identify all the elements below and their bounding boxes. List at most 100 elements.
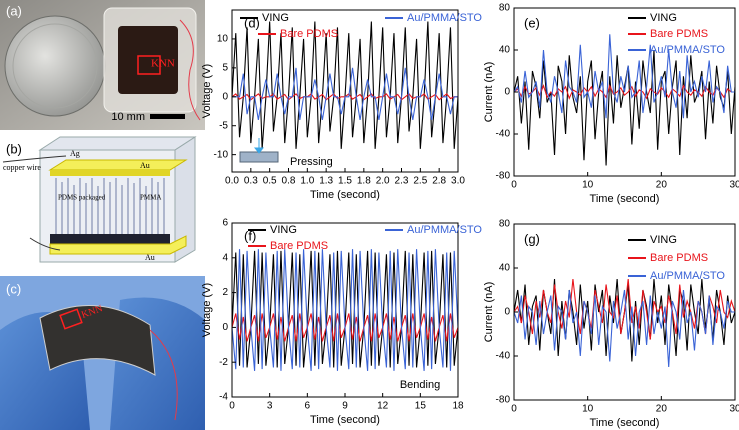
y-tick-label: -4 — [219, 392, 228, 403]
bent-device — [39, 305, 156, 376]
y-tick-label: 80 — [499, 219, 511, 230]
y-tick-label: 10 — [217, 34, 229, 45]
y-tick-label: 6 — [222, 218, 228, 229]
legend-label: VING — [650, 12, 677, 24]
series-line — [232, 67, 458, 121]
x-tick-label: 30 — [729, 404, 739, 415]
x-tick-label: 1.3 — [319, 176, 333, 187]
x-tick-label: 20 — [656, 180, 668, 191]
x-tick-label: 3.0 — [451, 176, 465, 187]
y-tick-label: 5 — [222, 62, 228, 73]
x-tick-label: 2.0 — [376, 176, 390, 187]
y-tick-label: 0 — [222, 91, 228, 102]
y-tick-label: 0 — [222, 322, 228, 333]
y-tick-label: 40 — [499, 45, 511, 56]
photo-a: KNN 10 mm (a) — [0, 0, 205, 130]
wire — [179, 19, 201, 121]
scale-bar — [150, 114, 185, 119]
wire-label: copper wire — [3, 163, 41, 172]
legend-label: Au/PMMA/STO — [407, 12, 482, 24]
legend-label: Bare PDMS — [650, 252, 708, 264]
pillar-label: PMMA — [140, 194, 161, 202]
y-axis-title: Current (nA) — [483, 282, 495, 343]
sample-box — [137, 55, 161, 75]
panel-label: (f) — [244, 228, 256, 243]
x-tick-label: 6 — [305, 401, 311, 412]
pillars — [55, 178, 165, 236]
x-tick-label: 0.0 — [225, 176, 239, 187]
annotation: Pressing — [290, 156, 333, 168]
y-tick-label: -40 — [496, 129, 511, 140]
legend-label: VING — [262, 12, 289, 24]
sample-box — [59, 308, 83, 330]
y-tick-label: -80 — [496, 171, 511, 182]
panel-label: (d) — [244, 15, 260, 30]
chart: 0 10 20 30 -80 -40 0 40 80 Time (second) Current (… — [483, 3, 739, 205]
electrode — [118, 26, 178, 94]
x-tick-label: 10 — [582, 180, 594, 191]
x-tick-label: 2.8 — [432, 176, 446, 187]
sample-label: KNN — [151, 58, 175, 70]
x-tick-label: 2.3 — [395, 176, 409, 187]
package-label: PDMS packaged — [58, 194, 106, 202]
y-tick-label: 2 — [222, 287, 228, 298]
y-tick-label: -80 — [496, 395, 511, 406]
plot-area — [232, 223, 458, 397]
x-tick-label: 0.3 — [244, 176, 258, 187]
y-tick-label: -2 — [219, 357, 228, 368]
coin-rim — [12, 23, 98, 109]
x-axis-title: Time (second) — [310, 414, 380, 426]
y-tick-label: -10 — [214, 149, 229, 160]
series-line — [514, 289, 735, 368]
top-plate — [48, 159, 188, 171]
press-arrow — [253, 138, 265, 154]
legend-label: VING — [270, 224, 297, 236]
panel-label: (b) — [6, 141, 22, 156]
charts: 0.0 0.3 0.5 0.8 1.0 1.3 1.5 1.8 2.0 2.3 2.5 2.8 3.0 -… — [201, 3, 739, 429]
wire — [2, 155, 67, 163]
box-side — [174, 136, 196, 263]
legend-label: Bare PDMS — [270, 240, 328, 252]
x-tick-label: 10 — [582, 404, 594, 415]
x-tick-label: 3 — [267, 401, 273, 412]
x-tick-label: 12 — [377, 401, 389, 412]
x-tick-label: 0 — [511, 180, 517, 191]
x-tick-label: 2.5 — [413, 176, 427, 187]
x-tick-label: 18 — [452, 401, 464, 412]
legend-label: Au/PMMA/STO — [407, 224, 482, 236]
x-tick-label: 0.5 — [263, 176, 277, 187]
x-axis-title: Time (second) — [310, 189, 380, 201]
legend-label: Bare PDMS — [650, 28, 708, 40]
x-tick-label: 0.8 — [282, 176, 296, 187]
x-tick-label: 20 — [656, 404, 668, 415]
y-axis-title: Voltage (V) — [201, 283, 213, 337]
photo-c: KNN (c) — [0, 276, 205, 430]
electrode-label: Ag — [70, 149, 80, 158]
chart: 0.0 0.3 0.5 0.8 1.0 1.3 1.5 1.8 2.0 2.3 2.5 2.8 3.0 -… — [201, 9, 482, 201]
y-axis-title: Voltage (V) — [201, 64, 213, 118]
panel-label: (g) — [524, 231, 540, 246]
x-tick-label: 0 — [229, 401, 235, 412]
coin — [4, 15, 106, 117]
x-axis-title: Time (second) — [590, 417, 660, 429]
x-tick-label: 30 — [729, 180, 739, 191]
x-tick-label: 1.5 — [338, 176, 352, 187]
legend-label: Au/PMMA/STO — [650, 270, 725, 282]
y-tick-label: 80 — [499, 3, 511, 14]
chart: 0 3 6 9 12 15 18 -4 -2 0 2 4 6 Time (second) Voltage (… — [201, 218, 483, 426]
y-tick-label: -40 — [496, 351, 511, 362]
series-line — [514, 84, 735, 100]
chart: 0 10 20 30 -80 -40 0 40 80 Time (second) Current (… — [483, 219, 739, 429]
bottom-plate — [49, 235, 187, 255]
plate-label: Au — [140, 161, 150, 170]
annotation: Bending — [400, 379, 440, 391]
x-tick-label: 9 — [342, 401, 348, 412]
top-plate-front — [50, 170, 170, 176]
y-tick-label: 0 — [504, 307, 510, 318]
plate-label: Au — [145, 253, 155, 262]
legend-label: Au/PMMA/STO — [650, 44, 725, 56]
y-tick-label: 0 — [504, 87, 510, 98]
box-top — [38, 136, 197, 151]
x-tick-label: 15 — [415, 401, 427, 412]
